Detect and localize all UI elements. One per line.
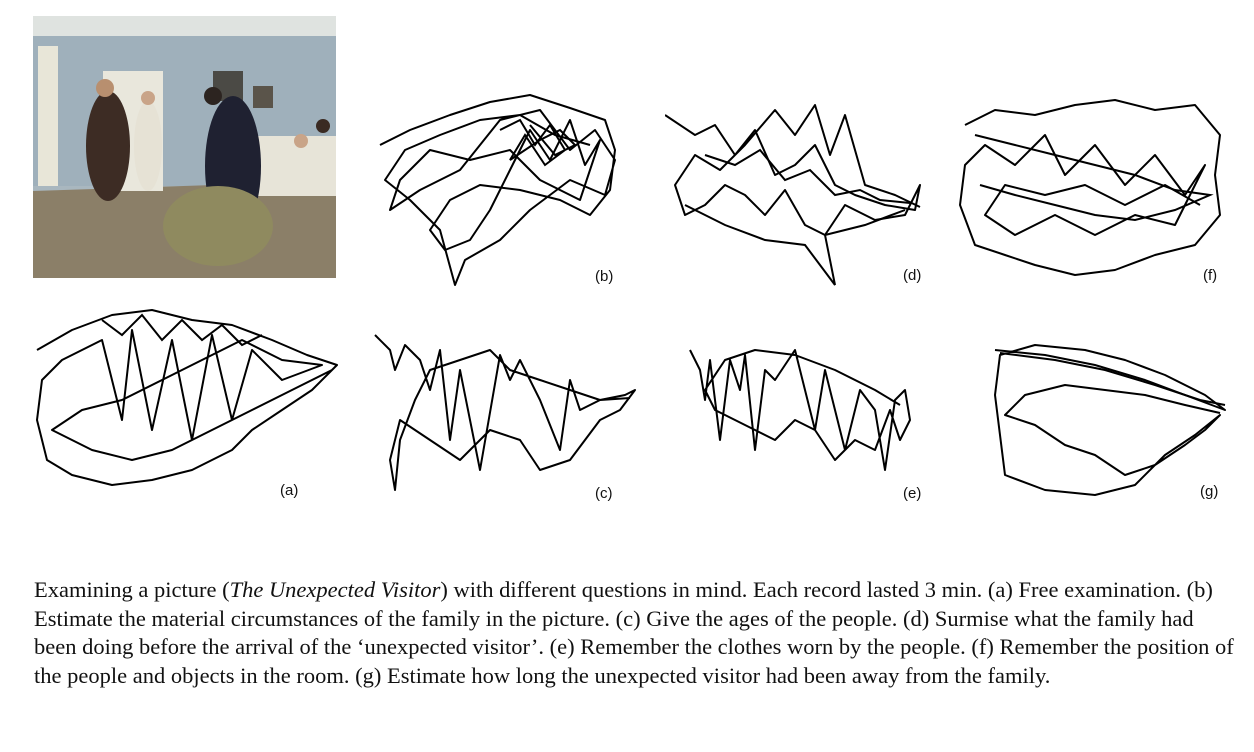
scanpath-panel-a: (a) xyxy=(32,300,342,500)
panel-label-b: (b) xyxy=(595,268,614,285)
scanpath-b xyxy=(379,94,616,286)
panel-label-f: (f) xyxy=(1203,267,1218,284)
scanpath-g xyxy=(994,344,1226,496)
painting-image xyxy=(33,16,336,278)
scanpath-f xyxy=(959,99,1221,276)
figure-caption: Examining a picture (The Unexpected Visi… xyxy=(34,576,1239,690)
scanpath-panel-g: (g) xyxy=(985,335,1235,505)
painting-illustration xyxy=(33,16,336,278)
caption-painting-title: The Unexpected Visitor xyxy=(229,577,441,602)
scanpath-c xyxy=(374,334,636,491)
panel-label-a: (a) xyxy=(280,482,299,499)
scanpath-d xyxy=(665,104,921,286)
panel-label-e: (e) xyxy=(903,485,922,502)
scanpath-panel-f: (f) xyxy=(955,95,1230,290)
panel-label-g: (g) xyxy=(1200,483,1219,500)
panel-label-d: (d) xyxy=(903,267,922,284)
panel-label-c: (c) xyxy=(595,485,613,502)
scanpath-a xyxy=(36,309,338,486)
caption-lead: Examining a picture ( xyxy=(34,577,230,602)
scanpath-panel-e: (e) xyxy=(685,330,930,505)
scanpath-panel-c: (c) xyxy=(370,320,640,505)
caption-rest: ) with different questions in mind. Each… xyxy=(34,577,1234,688)
scanpath-panel-b: (b) xyxy=(370,90,630,290)
scanpath-e xyxy=(689,349,911,471)
scanpath-panel-d: (d) xyxy=(665,95,930,290)
